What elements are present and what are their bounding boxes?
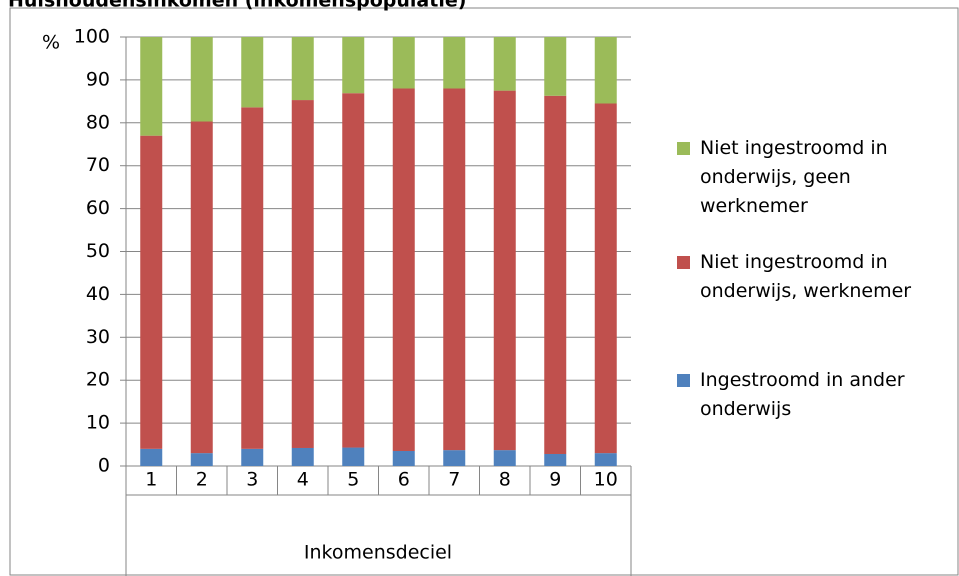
bar-segment	[443, 88, 466, 451]
bar-segment	[443, 37, 466, 89]
bar-segment	[241, 107, 264, 449]
x-tick-label: 3	[246, 469, 258, 491]
x-tick-label: 6	[398, 469, 410, 491]
y-tick-label: 30	[86, 326, 110, 348]
bar-segment	[190, 37, 213, 122]
x-tick-label: 9	[549, 469, 561, 491]
x-tick-label: 8	[499, 469, 511, 491]
legend-swatch	[677, 374, 690, 387]
x-tick-label: 10	[594, 469, 618, 491]
bar-segment	[594, 37, 617, 104]
bar-segment	[291, 37, 314, 101]
bar-segment	[392, 37, 415, 89]
bar-segment	[342, 37, 365, 94]
legend-swatch	[677, 256, 690, 269]
x-axis-label: Inkomensdeciel	[304, 542, 452, 564]
bar-segment	[544, 453, 567, 466]
bar-segment	[190, 453, 213, 466]
bar-segment	[544, 95, 567, 454]
legend-label: Niet ingestroomd in onderwijs, geen werkne…	[700, 137, 888, 217]
y-tick-label: 50	[86, 240, 110, 262]
legend-swatch	[677, 142, 690, 155]
x-tick-label: 5	[347, 469, 359, 491]
legend-label: Niet ingestroomd in onderwijs, werknemer	[700, 251, 911, 302]
y-tick-label: 70	[86, 154, 110, 176]
x-tick-label: 7	[448, 469, 460, 491]
y-tick-label: 0	[98, 455, 110, 477]
bar-segment	[392, 88, 415, 451]
bar-segment	[493, 450, 516, 466]
x-tick-label: 2	[196, 469, 208, 491]
y-tick-label: 60	[86, 197, 110, 219]
y-axis-label: %	[42, 32, 60, 54]
bar-segment	[342, 93, 365, 448]
bar-segment	[190, 121, 213, 454]
bar-segment	[544, 37, 567, 96]
bar-segment	[291, 100, 314, 448]
bar-segment	[140, 135, 163, 449]
y-tick-label: 80	[86, 111, 110, 133]
x-tick-label: 1	[145, 469, 157, 491]
bar-segment	[392, 450, 415, 466]
bar-segment	[594, 453, 617, 466]
chart-frame	[9, 7, 959, 576]
bar-segment	[342, 447, 365, 466]
bar-segment	[594, 103, 617, 454]
y-tick-label: 10	[86, 412, 110, 434]
bar-segment	[140, 37, 163, 136]
bar-segment	[241, 37, 264, 108]
bar-segment	[443, 450, 466, 466]
x-tick-label: 4	[297, 469, 309, 491]
y-tick-label: 40	[86, 283, 110, 305]
chart-title: Huishoudensinkomen (inkomenspopulatie)	[8, 0, 466, 12]
y-tick-label: 100	[74, 26, 110, 48]
y-tick-label: 90	[86, 68, 110, 90]
bar-segment	[493, 37, 516, 91]
bar-segment	[140, 448, 163, 466]
bar-segment	[493, 90, 516, 451]
bar-segment	[291, 447, 314, 466]
bar-segment	[241, 448, 264, 466]
legend-label: Ingestroomd in ander onderwijs	[700, 369, 905, 420]
y-tick-label: 20	[86, 369, 110, 391]
